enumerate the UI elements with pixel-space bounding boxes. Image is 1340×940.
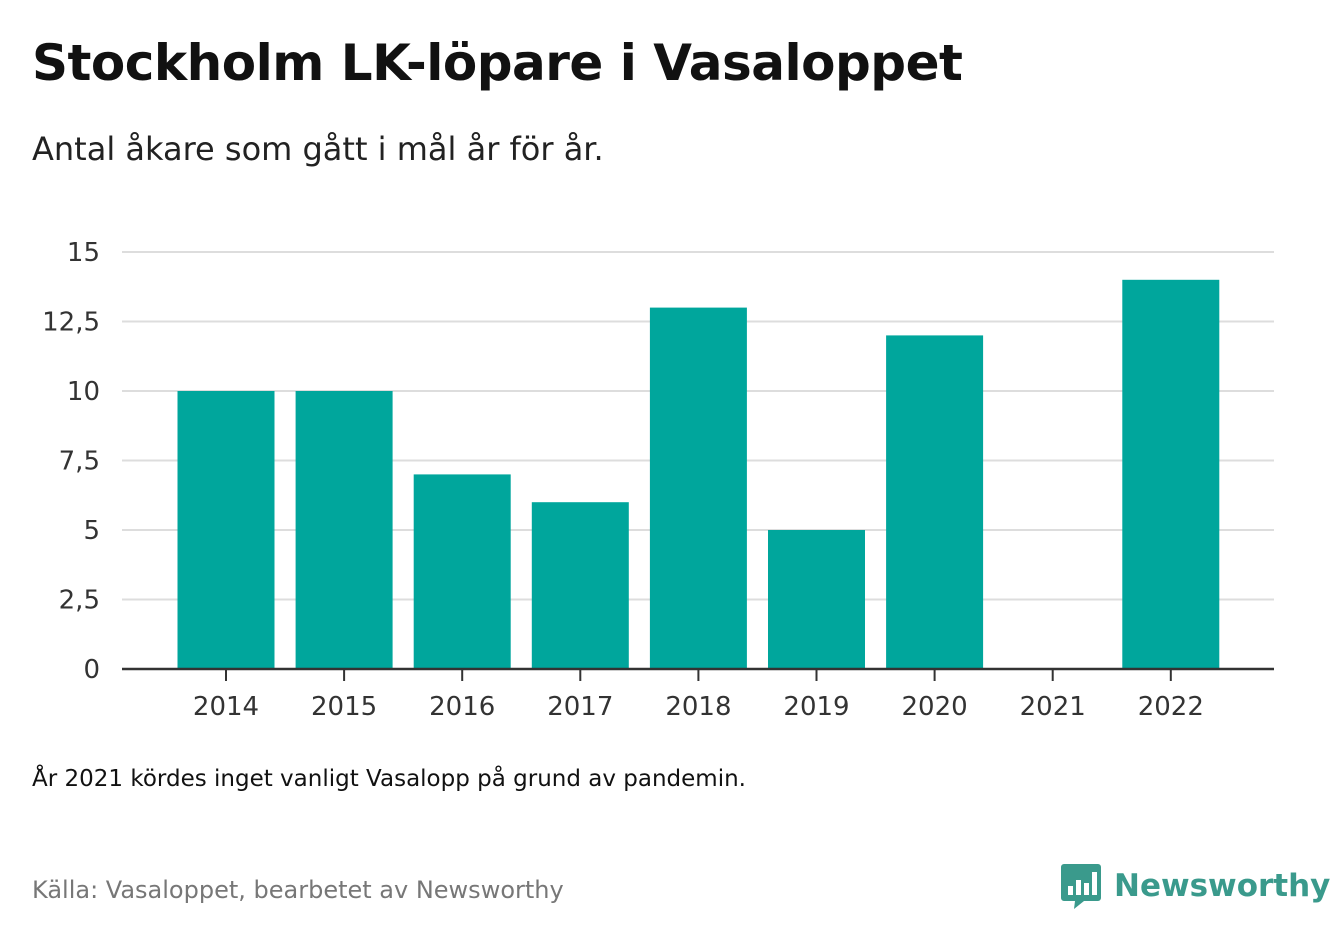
- chart-note: År 2021 kördes inget vanligt Vasalopp på…: [32, 766, 746, 792]
- bar-2016: [413, 474, 511, 669]
- y-tick-label: 0: [83, 655, 100, 685]
- bar-2018: [649, 307, 747, 669]
- x-tick-label: 2020: [902, 692, 968, 722]
- y-tick-label: 15: [67, 238, 100, 268]
- bars: [177, 279, 1220, 669]
- x-axis-ticks: 2014 2015 2016 2017 2018 2019 2020 2021 2022: [193, 669, 1204, 722]
- source-credit: Källa: Vasaloppet, bearbetet av Newswort…: [32, 876, 564, 904]
- bar-2022: [1122, 279, 1220, 669]
- chart-title: Stockholm LK-löpare i Vasaloppet: [32, 34, 963, 92]
- newsworthy-bar-chart-logo-icon: [1061, 864, 1101, 909]
- x-tick-label: 2018: [665, 692, 731, 722]
- bar-2020: [886, 335, 984, 669]
- x-tick-label: 2016: [429, 692, 495, 722]
- brand-name: Newsworthy: [1114, 868, 1331, 904]
- x-tick-label: 2017: [547, 692, 613, 722]
- bar-2017: [531, 502, 629, 669]
- y-axis-ticks: 0 2,5 5 7,5 10 12,5 15: [42, 238, 100, 685]
- x-tick-label: 2021: [1020, 692, 1086, 722]
- x-tick-label: 2022: [1138, 692, 1204, 722]
- x-tick-label: 2019: [783, 692, 849, 722]
- x-tick-label: 2014: [193, 692, 259, 722]
- y-tick-label: 5: [83, 516, 100, 546]
- y-tick-label: 12,5: [42, 308, 100, 338]
- bar-2019: [768, 530, 865, 669]
- x-tick-label: 2015: [311, 692, 377, 722]
- y-tick-label: 2,5: [59, 586, 100, 616]
- newsworthy-logo: Newsworthy: [1060, 862, 1330, 910]
- chart-subtitle: Antal åkare som gått i mål år för år.: [32, 130, 604, 168]
- y-tick-label: 10: [67, 377, 100, 407]
- y-tick-label: 7,5: [59, 447, 100, 477]
- bar-2015: [295, 391, 393, 669]
- bar-2014: [177, 391, 275, 669]
